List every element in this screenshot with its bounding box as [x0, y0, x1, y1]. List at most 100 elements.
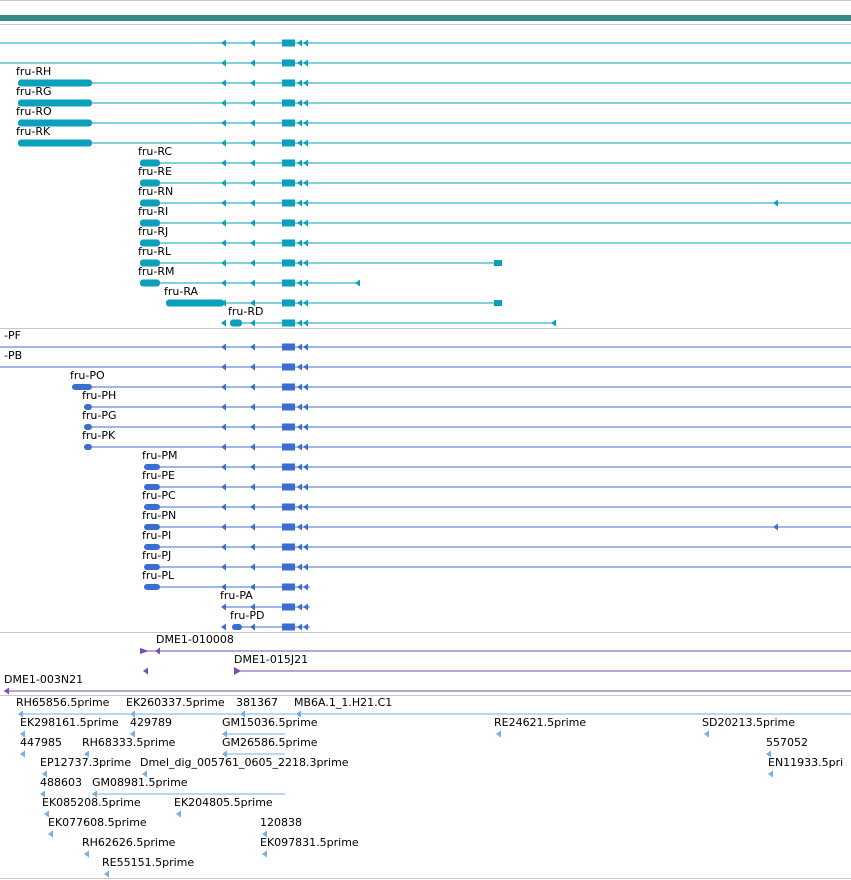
est-label[interactable]: RH62626.5prime: [82, 836, 176, 849]
exon-arrow: [221, 623, 226, 631]
exon-arrow: [250, 139, 255, 147]
est-label[interactable]: Dmel_dig_005761_0605_2218.3prime: [140, 756, 349, 769]
est-label[interactable]: RH65856.5prime: [16, 696, 110, 709]
est-arrow: [262, 850, 267, 858]
exon-arrow: [303, 179, 308, 187]
exon-arrow: [250, 383, 255, 391]
est-label[interactable]: EK085208.5prime: [42, 796, 141, 809]
exon-arrow: [303, 483, 308, 491]
exon-arrow: [303, 463, 308, 471]
protein-label[interactable]: fru-PA: [220, 589, 253, 602]
exon-arrow: [303, 39, 308, 47]
protein-label[interactable]: fru-PN: [142, 509, 177, 522]
transcript-label[interactable]: fru-RA: [164, 285, 199, 298]
cds-block: [140, 259, 160, 267]
protein-label[interactable]: -PF: [4, 329, 21, 342]
exon-arrow: [221, 383, 226, 391]
clone-arrow: [143, 667, 148, 675]
protein-label[interactable]: fru-PI: [142, 529, 172, 542]
track-separator: [0, 695, 851, 696]
clone-label[interactable]: DME1-003N21: [4, 673, 84, 686]
exon-arrow: [250, 563, 255, 571]
clone-arrow: [234, 667, 241, 675]
est-label[interactable]: RH68333.5prime: [82, 736, 176, 749]
exon-arrow: [221, 463, 226, 471]
exon-block: [282, 179, 295, 187]
est-label[interactable]: SD20213.5prime: [702, 716, 795, 729]
transcript-label[interactable]: fru-RD: [228, 305, 264, 318]
exon-arrow: [250, 259, 255, 267]
exon-arrow: [297, 603, 302, 611]
exon-arrow: [303, 623, 308, 631]
clone-arrow: [155, 647, 160, 655]
est-label[interactable]: GM08981.5prime: [92, 776, 188, 789]
exon-arrow: [303, 79, 308, 87]
transcript-label[interactable]: fru-RE: [138, 165, 172, 178]
protein-label[interactable]: fru-PC: [142, 489, 176, 502]
transcript-label[interactable]: fru-RO: [16, 105, 52, 118]
scale-separator: [0, 24, 851, 25]
exon-block: [282, 463, 295, 471]
exon-arrow: [250, 583, 255, 591]
protein-label[interactable]: -PB: [4, 349, 23, 362]
exon-arrow: [250, 423, 255, 431]
est-label[interactable]: RE24621.5prime: [494, 716, 587, 729]
protein-label[interactable]: fru-PE: [142, 469, 175, 482]
clone-label[interactable]: DME1-015J21: [234, 653, 309, 666]
est-arrow: [130, 710, 135, 718]
est-label[interactable]: EP12737.3prime: [40, 756, 132, 769]
est-label[interactable]: EK260337.5prime: [126, 696, 225, 709]
est-label[interactable]: 381367: [236, 696, 278, 709]
protein-label[interactable]: fru-PL: [142, 569, 175, 582]
exon-block: [282, 543, 295, 551]
transcript-label[interactable]: fru-RG: [16, 85, 52, 98]
clone-label[interactable]: DME1-010008: [156, 633, 234, 646]
est-label[interactable]: GM26586.5prime: [222, 736, 318, 749]
cds-block: [18, 79, 92, 87]
est-label[interactable]: 447985: [20, 736, 62, 749]
est-label[interactable]: EK204805.5prime: [174, 796, 273, 809]
est-label[interactable]: 120838: [260, 816, 302, 829]
exon-arrow: [221, 239, 226, 247]
exon-arrow: [303, 563, 308, 571]
est-label[interactable]: MB6A.1_1.H21.C1: [294, 696, 393, 709]
transcript-label[interactable]: fru-RI: [138, 205, 169, 218]
transcript-label[interactable]: fru-RM: [138, 265, 175, 278]
exon-arrow: [221, 179, 226, 187]
protein-label[interactable]: fru-PG: [82, 409, 117, 422]
exon-arrow: [250, 279, 255, 287]
exon-arrow: [221, 199, 226, 207]
transcript-label[interactable]: fru-RC: [138, 145, 173, 158]
transcript-label[interactable]: fru-RN: [138, 185, 174, 198]
bottom-border: [0, 878, 851, 879]
transcript-label[interactable]: fru-RH: [16, 65, 52, 78]
protein-label[interactable]: fru-PM: [142, 449, 178, 462]
protein-label[interactable]: fru-PD: [230, 609, 265, 622]
protein-label[interactable]: fru-PH: [82, 389, 117, 402]
exon-arrow: [297, 159, 302, 167]
cds-block: [140, 239, 160, 247]
exon-block: [282, 523, 295, 531]
est-label[interactable]: 429789: [130, 716, 172, 729]
est-label[interactable]: 557052: [766, 736, 808, 749]
transcript-label[interactable]: fru-RK: [16, 125, 51, 138]
est-label[interactable]: EK298161.5prime: [20, 716, 119, 729]
exon-arrow: [250, 219, 255, 227]
est-label[interactable]: EN11933.5pri: [768, 756, 844, 769]
est-label[interactable]: GM15036.5prime: [222, 716, 318, 729]
transcript-label[interactable]: fru-RJ: [138, 225, 169, 238]
est-label[interactable]: 488603: [40, 776, 82, 789]
est-label[interactable]: EK077608.5prime: [48, 816, 147, 829]
protein-label[interactable]: fru-PJ: [142, 549, 172, 562]
exon-arrow: [773, 523, 778, 531]
exon-arrow: [297, 523, 302, 531]
est-label[interactable]: RE55151.5prime: [102, 856, 195, 869]
exon-arrow: [250, 59, 255, 67]
exon-block: [494, 260, 502, 266]
exon-block: [282, 443, 295, 451]
protein-label[interactable]: fru-PK: [82, 429, 116, 442]
transcript-label[interactable]: fru-RL: [138, 245, 172, 258]
est-label[interactable]: EK097831.5prime: [260, 836, 359, 849]
protein-label[interactable]: fru-PO: [70, 369, 105, 382]
